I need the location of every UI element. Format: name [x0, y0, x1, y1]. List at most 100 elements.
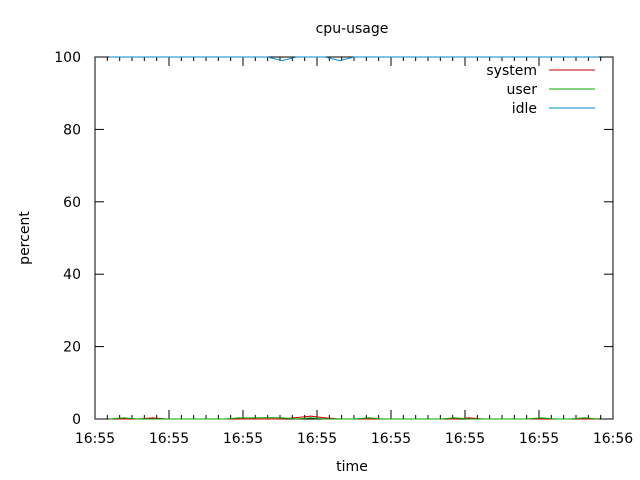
series-layer — [108, 56, 600, 420]
data-point-idle — [252, 56, 254, 58]
data-point-system — [324, 417, 326, 419]
data-point-idle — [353, 56, 355, 58]
data-point-idle — [137, 56, 139, 58]
data-point-system — [238, 418, 240, 420]
data-point-user — [526, 418, 528, 420]
x-tick-label: 16:55 — [223, 431, 263, 447]
data-point-idle — [497, 56, 499, 58]
data-point-user — [396, 418, 398, 420]
data-point-user — [152, 418, 154, 420]
data-point-idle — [180, 56, 182, 58]
data-point-user — [137, 418, 139, 420]
data-point-system — [281, 418, 283, 420]
data-point-user — [180, 418, 182, 420]
data-point-idle — [209, 56, 211, 58]
data-point-idle — [526, 56, 528, 58]
data-point-user — [195, 418, 197, 420]
data-point-user — [468, 418, 470, 420]
data-point-user — [353, 418, 355, 420]
data-point-idle — [281, 60, 283, 62]
x-tick-label: 16:55 — [75, 431, 115, 447]
data-point-user — [367, 417, 369, 419]
data-point-idle — [324, 56, 326, 58]
legend: system user idle — [486, 63, 595, 117]
data-point-idle — [108, 56, 110, 58]
data-point-idle — [382, 56, 384, 58]
data-point-user — [267, 417, 269, 419]
data-point-user — [324, 418, 326, 420]
data-point-user — [497, 418, 499, 420]
legend-label-idle: idle — [512, 101, 537, 117]
data-point-user — [511, 418, 513, 420]
x-tick-label: 16:55 — [519, 431, 559, 447]
x-axis-label: time — [336, 459, 368, 475]
data-point-idle — [267, 56, 269, 58]
data-point-system — [123, 418, 125, 420]
data-point-idle — [223, 56, 226, 58]
data-point-idle — [554, 56, 557, 58]
data-point-user — [123, 417, 125, 419]
series-points-idle — [108, 56, 600, 62]
data-point-user — [295, 418, 297, 420]
data-point-system — [367, 418, 369, 420]
y-tick-label: 40 — [63, 267, 81, 283]
series-points-user — [108, 417, 600, 420]
data-point-user — [482, 418, 485, 420]
data-point-user — [166, 418, 168, 420]
data-point-idle — [511, 56, 513, 58]
data-point-idle — [583, 56, 585, 58]
data-point-idle — [425, 56, 427, 58]
data-point-idle — [482, 56, 485, 58]
data-point-idle — [166, 56, 168, 58]
data-point-system — [267, 418, 269, 420]
data-point-idle — [195, 56, 197, 58]
data-point-idle — [123, 56, 125, 58]
data-point-user — [310, 417, 312, 419]
y-tick-label: 60 — [63, 195, 81, 211]
data-point-system — [295, 417, 297, 419]
data-point-idle — [238, 56, 240, 58]
data-point-user — [425, 418, 427, 420]
legend-label-user: user — [506, 82, 537, 98]
data-point-user — [281, 417, 283, 419]
data-point-system — [252, 418, 254, 420]
y-axis-label: percent — [17, 211, 33, 265]
chart-title: cpu-usage — [316, 21, 389, 37]
x-tick-label: 16:56 — [593, 431, 633, 447]
data-point-user — [598, 418, 600, 420]
y-tick-label: 80 — [63, 122, 81, 138]
data-point-idle — [339, 60, 341, 62]
data-point-idle — [152, 56, 154, 58]
y-tick-label: 0 — [72, 412, 81, 428]
data-point-user — [554, 418, 557, 420]
data-point-user — [411, 418, 413, 420]
data-point-user — [339, 418, 341, 420]
data-point-idle — [598, 56, 600, 58]
data-point-system — [468, 417, 470, 419]
legend-label-system: system — [486, 63, 537, 79]
data-point-idle — [367, 56, 369, 58]
data-point-idle — [468, 56, 470, 58]
data-point-idle — [454, 56, 456, 58]
data-point-user — [252, 417, 254, 419]
data-point-idle — [569, 56, 571, 58]
x-tick-label: 16:55 — [371, 431, 411, 447]
data-point-system — [454, 418, 456, 420]
data-point-user — [540, 417, 542, 419]
data-point-idle — [439, 56, 441, 58]
data-point-system — [540, 418, 542, 420]
x-tick-label: 16:55 — [445, 431, 485, 447]
data-point-idle — [411, 56, 413, 58]
axis-ticks: 0 20 40 60 80 100 16:55 16:55 16:55 16:55 16:55 16:… — [54, 50, 633, 447]
data-point-user — [238, 417, 240, 419]
data-point-user — [108, 418, 110, 420]
data-point-user — [209, 418, 211, 420]
data-point-user — [439, 418, 441, 420]
data-point-user — [382, 418, 384, 420]
data-point-idle — [310, 56, 312, 58]
y-tick-label: 20 — [63, 340, 81, 356]
data-point-system — [152, 417, 154, 419]
data-point-user — [569, 418, 571, 420]
data-point-user — [583, 417, 585, 419]
